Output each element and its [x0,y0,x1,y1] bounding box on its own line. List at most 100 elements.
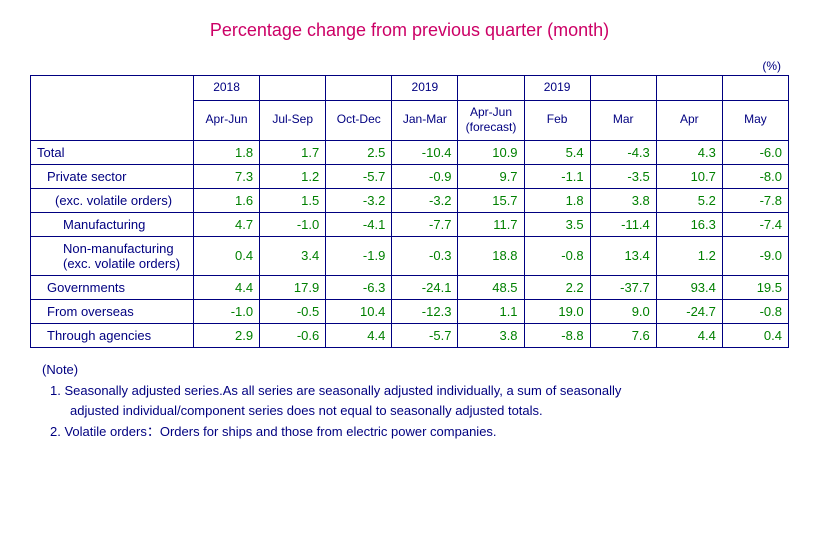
note-2: 2. Volatile orders：Orders for ships and … [42,422,789,443]
row-label: Manufacturing [31,212,194,236]
cell-value: -24.7 [656,299,722,323]
table-row: From overseas-1.0-0.510.4-12.31.119.09.0… [31,299,789,323]
col-head-bottom: Apr-Jun(forecast) [458,100,524,140]
cell-value: -1.0 [194,299,260,323]
cell-value: -10.4 [392,140,458,164]
table-row: Non-manufacturing(exc. volatile orders)0… [31,236,789,275]
cell-value: -37.7 [590,275,656,299]
col-head-bottom: Feb [524,100,590,140]
page-title: Percentage change from previous quarter … [30,20,789,41]
cell-value: -6.0 [722,140,788,164]
cell-value: 11.7 [458,212,524,236]
note-1a: 1. Seasonally adjusted series.As all ser… [42,381,789,402]
cell-value: 18.8 [458,236,524,275]
cell-value: 0.4 [722,323,788,347]
cell-value: 17.9 [260,275,326,299]
cell-value: 48.5 [458,275,524,299]
cell-value: 3.8 [458,323,524,347]
row-label: Non-manufacturing(exc. volatile orders) [31,236,194,275]
cell-value: 5.2 [656,188,722,212]
cell-value: 2.9 [194,323,260,347]
cell-value: -7.7 [392,212,458,236]
cell-value: -1.9 [326,236,392,275]
cell-value: -0.9 [392,164,458,188]
cell-value: 1.8 [194,140,260,164]
cell-value: 19.5 [722,275,788,299]
cell-value: -3.2 [326,188,392,212]
col-head-top: 2018 [194,76,260,101]
cell-value: 1.6 [194,188,260,212]
col-head-top: 2019 [392,76,458,101]
cell-value: -0.8 [524,236,590,275]
row-label: (exc. volatile orders) [31,188,194,212]
cell-value: -9.0 [722,236,788,275]
cell-value: 10.4 [326,299,392,323]
cell-value: 9.0 [590,299,656,323]
note-block: (Note) 1. Seasonally adjusted series.As … [30,360,789,443]
cell-value: 3.8 [590,188,656,212]
cell-value: 1.7 [260,140,326,164]
col-head-bottom: Jul-Sep [260,100,326,140]
cell-value: 13.4 [590,236,656,275]
cell-value: 15.7 [458,188,524,212]
col-head-top [326,76,392,101]
col-head-bottom: Oct-Dec [326,100,392,140]
cell-value: 93.4 [656,275,722,299]
cell-value: -5.7 [326,164,392,188]
row-label: Through agencies [31,323,194,347]
table-row: Manufacturing4.7-1.0-4.1-7.711.73.5-11.4… [31,212,789,236]
cell-value: -3.5 [590,164,656,188]
cell-value: -8.8 [524,323,590,347]
cell-value: 0.4 [194,236,260,275]
cell-value: 9.7 [458,164,524,188]
row-label: Governments [31,275,194,299]
cell-value: -0.8 [722,299,788,323]
col-head-bottom: Apr [656,100,722,140]
cell-value: 1.2 [656,236,722,275]
col-head-top [590,76,656,101]
cell-value: -1.1 [524,164,590,188]
table-row: Through agencies2.9-0.64.4-5.73.8-8.87.6… [31,323,789,347]
cell-value: 10.7 [656,164,722,188]
cell-value: -24.1 [392,275,458,299]
cell-value: -4.1 [326,212,392,236]
cell-value: 4.3 [656,140,722,164]
cell-value: 3.5 [524,212,590,236]
col-head-bottom: Apr-Jun [194,100,260,140]
cell-value: 4.4 [194,275,260,299]
cell-value: 7.6 [590,323,656,347]
cell-value: 19.0 [524,299,590,323]
cell-value: 10.9 [458,140,524,164]
cell-value: 5.4 [524,140,590,164]
cell-value: -11.4 [590,212,656,236]
data-table: 2018 2019 2019 Apr-Jun Jul-Sep Oct-Dec J… [30,75,789,348]
cell-value: 4.4 [326,323,392,347]
col-head-bottom: May [722,100,788,140]
header-row-top: 2018 2019 2019 [31,76,789,101]
cell-value: 4.4 [656,323,722,347]
col-head-bottom: Jan-Mar [392,100,458,140]
cell-value: -5.7 [392,323,458,347]
table-row: Governments4.417.9-6.3-24.148.52.2-37.79… [31,275,789,299]
col-head-top [260,76,326,101]
cell-value: -0.5 [260,299,326,323]
cell-value: 16.3 [656,212,722,236]
table-row: (exc. volatile orders)1.61.5-3.2-3.215.7… [31,188,789,212]
cell-value: 3.4 [260,236,326,275]
cell-value: -0.3 [392,236,458,275]
table-row: Total1.81.72.5-10.410.95.4-4.34.3-6.0 [31,140,789,164]
cell-value: 1.2 [260,164,326,188]
row-label: Private sector [31,164,194,188]
col-head-top [656,76,722,101]
cell-value: -0.6 [260,323,326,347]
unit-label: (%) [30,59,789,73]
table-row: Private sector7.31.2-5.7-0.99.7-1.1-3.51… [31,164,789,188]
cell-value: -12.3 [392,299,458,323]
cell-value: 1.5 [260,188,326,212]
cell-value: -6.3 [326,275,392,299]
row-label: Total [31,140,194,164]
col-head-top [722,76,788,101]
cell-value: 2.2 [524,275,590,299]
cell-value: 2.5 [326,140,392,164]
cell-value: 7.3 [194,164,260,188]
